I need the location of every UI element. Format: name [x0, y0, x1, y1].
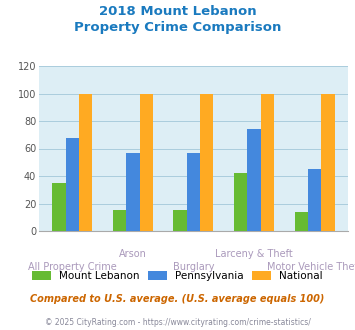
Bar [234, 173, 247, 231]
Bar [174, 211, 187, 231]
Legend: Mount Lebanon, Pennsylvania, National: Mount Lebanon, Pennsylvania, National [32, 271, 323, 281]
Text: © 2025 CityRating.com - https://www.cityrating.com/crime-statistics/: © 2025 CityRating.com - https://www.city… [45, 318, 310, 327]
Bar [113, 211, 126, 231]
Bar [295, 212, 308, 231]
Bar [261, 93, 274, 231]
Text: 2018 Mount Lebanon
Property Crime Comparison: 2018 Mount Lebanon Property Crime Compar… [74, 5, 281, 34]
Bar [308, 169, 321, 231]
Bar [79, 93, 92, 231]
Text: Larceny & Theft: Larceny & Theft [215, 249, 293, 259]
Text: Motor Vehicle Theft: Motor Vehicle Theft [267, 262, 355, 272]
Bar [66, 138, 79, 231]
Bar [200, 93, 213, 231]
Bar [53, 183, 66, 231]
Bar [140, 93, 153, 231]
Bar [321, 93, 334, 231]
Text: Arson: Arson [119, 249, 147, 259]
Bar [126, 152, 140, 231]
Text: Compared to U.S. average. (U.S. average equals 100): Compared to U.S. average. (U.S. average … [30, 294, 325, 304]
Text: Burglary: Burglary [173, 262, 214, 272]
Bar [247, 129, 261, 231]
Text: All Property Crime: All Property Crime [28, 262, 117, 272]
Bar [187, 152, 200, 231]
